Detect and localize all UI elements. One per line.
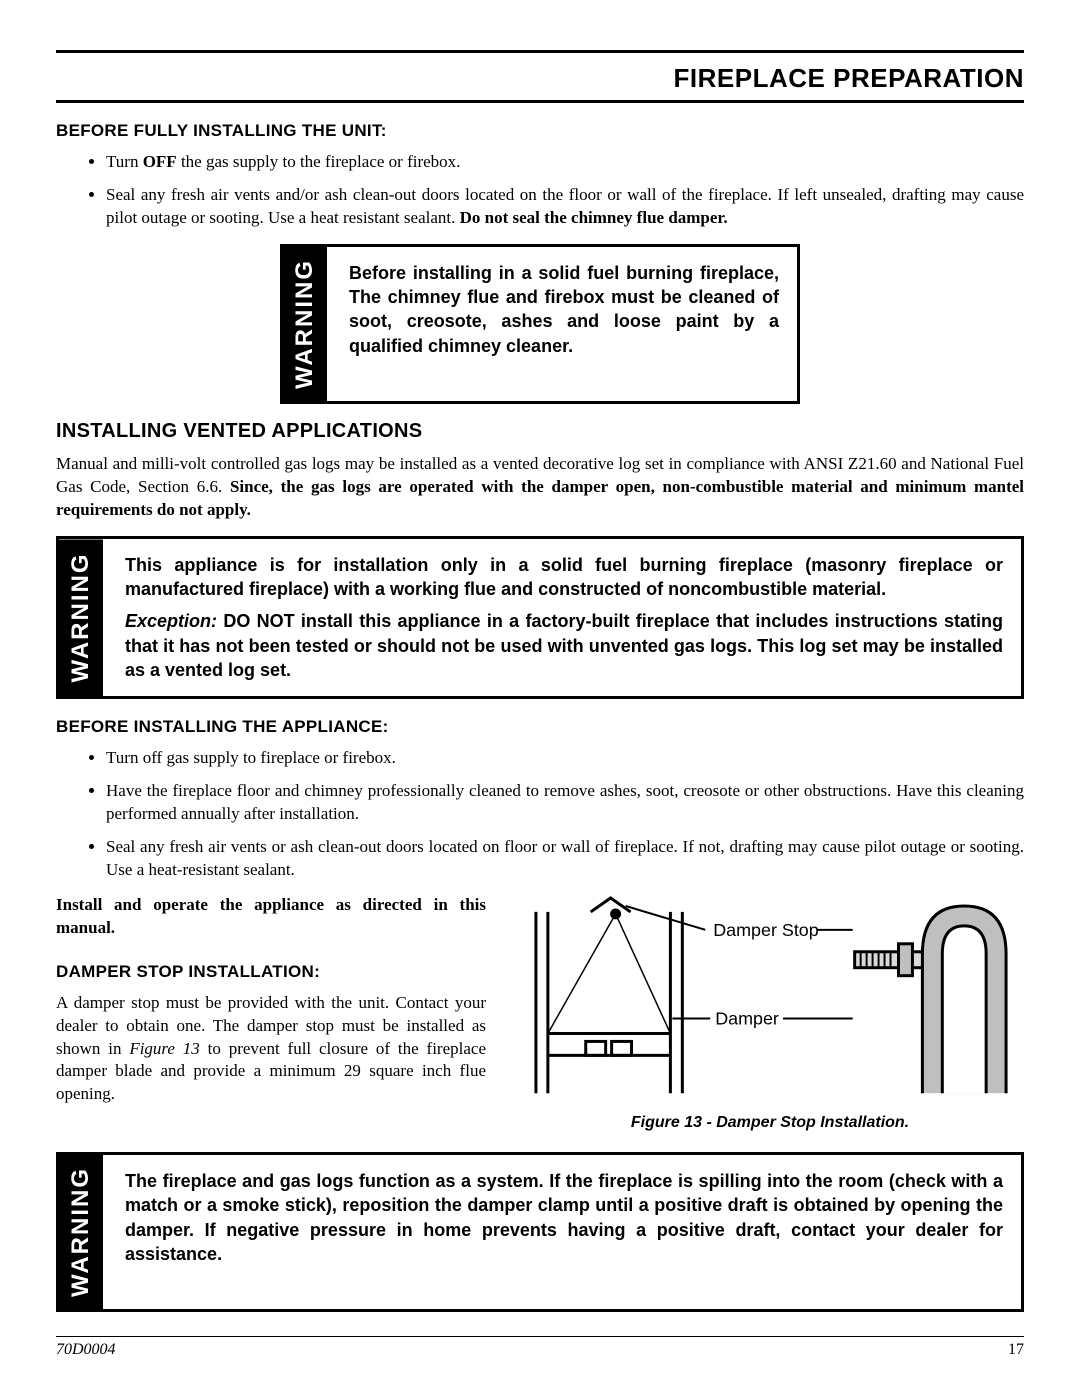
warning-text: Before installing in a solid fuel burnin… — [349, 261, 779, 358]
figure-caption: Figure 13 - Damper Stop Installation. — [516, 1114, 1024, 1132]
list-item: Have the fireplace floor and chimney pro… — [106, 780, 1024, 826]
label-damper: Damper — [715, 1008, 779, 1028]
warning-label: WARNING — [59, 539, 103, 696]
damper-heading: DAMPER STOP INSTALLATION: — [56, 962, 486, 982]
diagram: Damper Stop Damper — [516, 894, 1024, 1108]
vented-heading: INSTALLING VENTED APPLICATIONS — [56, 420, 1024, 443]
install-note: Install and operate the appliance as dir… — [56, 894, 486, 940]
italic-lead: Exception: — [125, 611, 217, 631]
before-install-list: Turn OFF the gas supply to the fireplace… — [56, 151, 1024, 230]
warning-content: This appliance is for installation only … — [103, 539, 1021, 696]
warning-label: WARNING — [283, 247, 327, 401]
warning-content: Before installing in a solid fuel burnin… — [327, 247, 797, 401]
warning-label: WARNING — [59, 1155, 103, 1309]
text: Turn — [106, 152, 143, 171]
page-number: 17 — [1008, 1341, 1024, 1359]
warning-content: The fireplace and gas logs function as a… — [103, 1155, 1021, 1309]
text: the gas supply to the fireplace or fireb… — [177, 152, 461, 171]
page-footer: 70D0004 17 — [56, 1336, 1024, 1359]
section-title: FIREPLACE PREPARATION — [56, 63, 1024, 103]
before-appliance-heading: BEFORE INSTALLING THE APPLIANCE: — [56, 717, 1024, 737]
warning-box-3: WARNING The fireplace and gas logs funct… — [56, 1152, 1024, 1312]
list-item: Seal any fresh air vents or ash clean-ou… — [106, 836, 1024, 882]
label-damper-stop: Damper Stop — [713, 920, 819, 940]
damper-paragraph: A damper stop must be provided with the … — [56, 992, 486, 1107]
damper-diagram-svg: Damper Stop Damper — [516, 894, 1024, 1103]
text: DO NOT install this appliance in a facto… — [125, 611, 1003, 680]
page: FIREPLACE PREPARATION BEFORE FULLY INSTA… — [0, 0, 1080, 1397]
before-install-heading: BEFORE FULLY INSTALLING THE UNIT: — [56, 121, 1024, 141]
left-column: Install and operate the appliance as dir… — [56, 894, 486, 1132]
before-appliance-list: Turn off gas supply to fireplace or fire… — [56, 747, 1024, 882]
warning-p2: Exception: DO NOT install this appliance… — [125, 609, 1003, 682]
list-item: Turn OFF the gas supply to the fireplace… — [106, 151, 1024, 174]
warning-box-2: WARNING This appliance is for installati… — [56, 536, 1024, 699]
list-item: Turn off gas supply to fireplace or fire… — [106, 747, 1024, 770]
top-rule — [56, 50, 1024, 53]
vented-paragraph: Manual and milli-volt controlled gas log… — [56, 453, 1024, 522]
list-item: Seal any fresh air vents and/or ash clea… — [106, 184, 1024, 230]
doc-id: 70D0004 — [56, 1341, 116, 1359]
figure-ref: Figure 13 — [129, 1039, 199, 1058]
warning-box-1: WARNING Before installing in a solid fue… — [280, 244, 800, 404]
warning-p1: This appliance is for installation only … — [125, 553, 1003, 602]
bold-text: Do not seal the chimney flue damper. — [460, 208, 728, 227]
warning-text: The fireplace and gas logs function as a… — [125, 1169, 1003, 1266]
bold-text: OFF — [143, 152, 177, 171]
two-column-row: Install and operate the appliance as dir… — [56, 894, 1024, 1132]
right-column: Damper Stop Damper — [516, 894, 1024, 1132]
